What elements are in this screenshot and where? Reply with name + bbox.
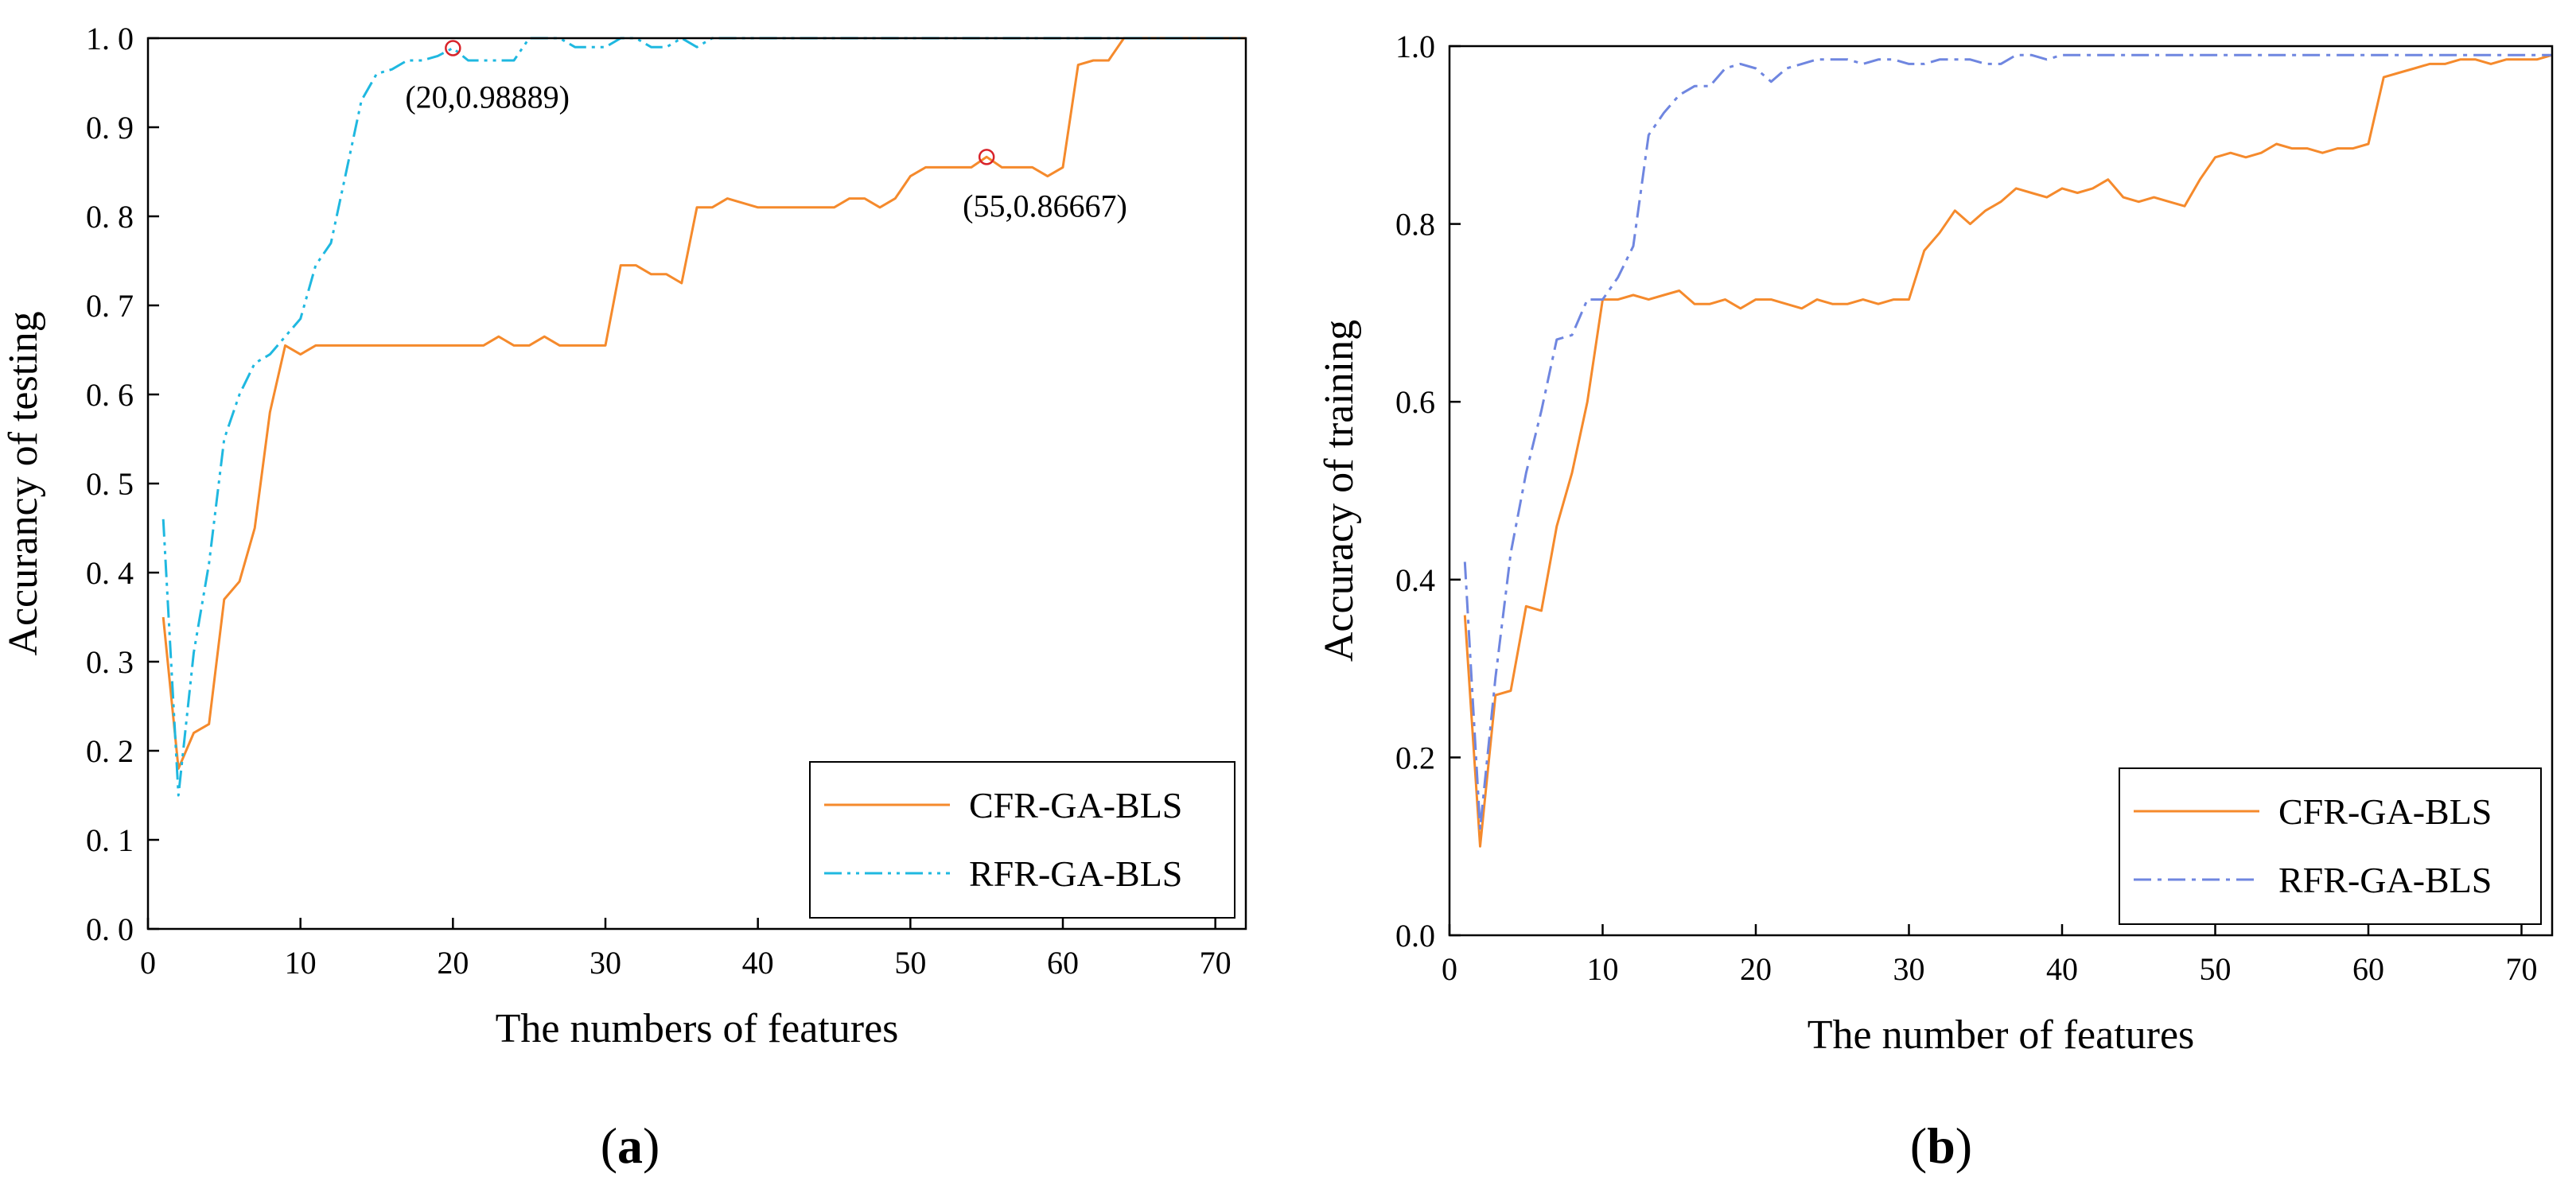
panel-b-series-rfr-ga-bls-line [1463,53,2552,830]
panel-b-xtick-label-10: 10 [1587,951,1619,987]
panel-a-xtick-label-20: 20 [437,945,469,981]
panel-a-xtick-label-10: 10 [285,945,317,981]
panel-b-ytick-label-3: 0.6 [1395,384,1435,420]
panel-b-axes-frame [1448,45,2554,937]
panel-b-xtick-label-40: 40 [2046,951,2078,987]
panel-b-xtick-label-20: 20 [1740,951,1772,987]
panel-a-ytick-label-9: 0. 9 [86,110,134,146]
panel-a-series-cfr-ga-bls-line [161,37,1246,770]
panel-a-x-axis-label: The numbers of features [496,1006,899,1051]
panel-b-xtick-label-30: 30 [1893,951,1925,987]
panel-a-xtick-label-60: 60 [1047,945,1079,981]
panel-b-xtick-label-0: 0 [1442,951,1457,987]
panel-b-label: (b) [1910,1117,1972,1174]
panel-b-legend: CFR-GA-BLS RFR-GA-BLS [2119,767,2542,925]
panel-a-chart: 0 10 20 30 40 50 60 70 0. 0 0. 1 0. 2 0. 3 0. 4 0. 5 0… [1,21,1247,1174]
panel-a-legend-box [809,761,1235,919]
panel-a-ytick-label-10: 1. 0 [86,21,134,56]
panel-b-legend-label-cfr-ga-bls: CFR-GA-BLS [2278,791,2492,832]
panel-a-xtick-label-70: 70 [1200,945,1232,981]
panel-b-xtick-label-70: 70 [2506,951,2538,987]
panel-a-ytick-label-5: 0. 5 [86,466,134,502]
panel-a-ytick-label-8: 0. 8 [86,199,134,235]
panel-a-annotation-marker-20 [445,40,461,56]
panel-b-y-axis-label: Accuracy of training [1317,320,1362,662]
panel-a-legend-label-cfr-ga-bls: CFR-GA-BLS [969,785,1182,826]
panel-a-ytick-label-3: 0. 3 [86,644,134,680]
panel-a-plot-area [161,37,1246,797]
panel-b-series-cfr-ga-bls-line [1463,53,2552,848]
panel-a-xtick-label-0: 0 [140,945,156,981]
panel-b-chart: 0 10 20 30 40 50 60 70 0.0 0.2 0.4 0.6 0.8 1.0 The num… [1317,29,2554,1174]
panel-a-ytick-label-7: 0. 7 [86,288,134,324]
panel-b-ytick-label-0: 0.0 [1395,918,1435,954]
panel-a-xtick-label-40: 40 [742,945,774,981]
panel-b-ytick-label-2: 0.4 [1395,562,1435,598]
panel-a-y-axis-label: Accurancy of testing [1,311,46,655]
panel-a-xtick-label-50: 50 [894,945,926,981]
panel-a-ytick-label-1: 0. 1 [86,822,134,858]
panel-b-xtick-label-50: 50 [2200,951,2232,987]
panel-a-legend-label-rfr-ga-bls: RFR-GA-BLS [969,853,1182,894]
panel-a-annotation-label-20: (20,0.98889) [405,79,570,115]
panel-a-annotation-marker-55 [978,149,995,165]
panel-a-ytick-label-0: 0. 0 [86,911,134,947]
panel-b-xtick-label-60: 60 [2352,951,2384,987]
panel-b-plot-area [1463,53,2552,848]
panel-b-legend-box [2119,767,2542,925]
panel-a-ytick-label-4: 0. 4 [86,555,134,591]
panel-a-series-rfr-ga-bls-line [161,37,1246,797]
panel-b-ytick-label-5: 1.0 [1395,29,1435,64]
panel-a-annotation-label-55: (55,0.86667) [963,188,1127,223]
panel-b-legend-label-rfr-ga-bls: RFR-GA-BLS [2278,860,2492,900]
panel-a-xtick-label-30: 30 [590,945,621,981]
panel-b-ytick-label-1: 0.2 [1395,740,1435,775]
panel-b-ytick-label-4: 0.8 [1395,207,1435,243]
panel-a-label: (a) [601,1117,660,1174]
panel-a-legend: CFR-GA-BLS RFR-GA-BLS [809,761,1235,919]
panel-b-x-axis-label: The number of features [1807,1012,2195,1058]
panel-a-ytick-label-2: 0. 2 [86,733,134,769]
panel-a-ytick-label-6: 0. 6 [86,377,134,413]
